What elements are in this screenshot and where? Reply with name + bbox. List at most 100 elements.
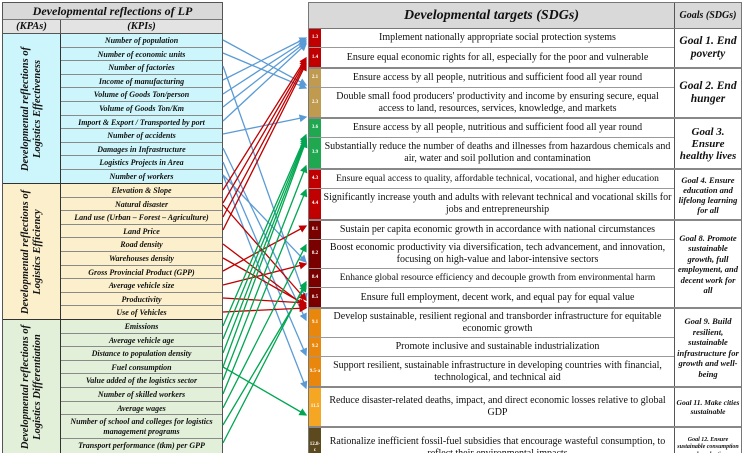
kpi-item: Transport performance (tkm) per GPP [78,441,205,451]
goal-label: Goal 12. Ensure sustainable consumption … [677,436,739,453]
target-code: 8.4 [309,269,321,287]
target-code: 9.5-a [309,357,321,386]
target-row: 8.4 Enhance global resource efficiency a… [309,269,674,288]
goal-label: Goal 2. End hunger [679,80,737,105]
kpi-item: Average vehicle age [61,334,222,348]
kpi-item: Value added of the logistics sector [61,374,222,388]
target-text: Ensure equal economic rights for all, es… [346,51,649,63]
target-text: Promote inclusive and sustainable indust… [395,341,600,352]
target-text: Double small food producers' productivit… [336,90,659,114]
goal-block-3: 3.6 Ensure access by all people, nutriti… [309,119,741,170]
kpi-header: (KPIs) [127,21,156,32]
kpi-item: Average vehicle size [61,279,222,293]
target-text: Ensure access by all people, nutritious … [352,72,643,83]
target-code: 8.1 [309,221,321,239]
kpi-item: Volume of Goods Ton/Km [61,102,222,116]
kpi-item: Income of manufacturing [61,75,222,89]
target-row: 9.2 Promote inclusive and sustainable in… [309,338,674,357]
target-text: Rationalize inefficient fossil-fuel subs… [329,436,666,453]
target-code: 4.4 [309,189,321,219]
target-row: 1.3 Implement nationally appropriate soc… [309,29,674,48]
target-text: Ensure full employment, decent work, and… [360,291,635,303]
kpi-item: Number of economic units [61,48,222,62]
goal-block-11: 11.5 Reduce disaster-related deaths, imp… [309,388,741,428]
kpi-item: Natural disaster [61,198,222,212]
kpi-table: Developmental reflections of LP (KPAs) (… [2,2,223,453]
kpi-item: Number of school and colleges for logist… [61,415,222,440]
kpi-item: Import & Export / Transported by port [61,116,222,130]
kpi-item: Number of skilled workers [61,388,222,402]
target-text: Reduce disaster-related deaths, impact, … [329,395,666,418]
target-text: Support resilient, sustainable infrastru… [333,359,662,383]
differentiation-connectors [222,133,308,444]
goal-label: Goal 1. End poverty [679,35,737,60]
target-text: Develop sustainable, resilient regional … [333,311,662,334]
kpi-item: Road density [61,238,222,252]
kpa-differentiation: Developmental reflections of Logistics D… [3,320,61,453]
target-text: Significantly increase youth and adults … [323,192,672,215]
kpi-item: Damages in Infrastructure [61,143,222,157]
group-effectiveness: Developmental reflections of Logistics E… [3,34,222,184]
target-text: Enhance global resource efficiency and d… [339,273,656,283]
kpa-label: Developmental reflections of Logistics E… [19,189,43,314]
goal-label: Goal 11. Make cities sustainable [676,398,740,416]
target-row: 9.5-a Support resilient, sustainable inf… [309,357,674,386]
target-row: 3.9 Substantially reduce the number of d… [309,138,674,168]
kpi-item: Average wages [61,402,222,416]
target-code: 2.1 [309,69,321,87]
target-code: 8.5 [309,288,321,307]
group-differentiation: Developmental reflections of Logistics D… [3,320,222,453]
goal-label: Goal 9. Build resilient, sustainable inf… [677,316,739,379]
kpi-item: Distance to population density [61,347,222,361]
targets-title: Developmental targets (SDGs) [309,3,675,28]
kpa-efficiency: Developmental reflections of Logistics E… [3,184,61,319]
target-code: 3.6 [309,119,321,137]
kpi-item: Volume of Goods Ton/person [61,88,222,102]
kpi-item: Land use (Urban – Forest – Agriculture) [61,211,222,225]
target-row: 4.3 Ensure equal access to quality, affo… [309,170,674,189]
target-row: 2.1 Ensure access by all people, nutriti… [309,69,674,88]
kpi-item: Fuel consumption [61,361,222,375]
target-code: 11.5 [309,388,321,426]
target-row: 12.8-c Rationalize inefficient fossil-fu… [309,428,674,453]
target-row: 11.5 Reduce disaster-related deaths, imp… [309,388,674,426]
kpi-item: Productivity [61,293,222,307]
goals-title: Goals (SDGs) [679,10,737,21]
target-text: Ensure access by all people, nutritious … [352,122,643,133]
target-row: 1.4 Ensure equal economic rights for all… [309,48,674,67]
target-row: 3.6 Ensure access by all people, nutriti… [309,119,674,138]
kpa-label: Developmental reflections of Logistics D… [19,324,43,449]
target-code: 1.3 [309,29,321,47]
goal-label: Goal 3. Ensure healthy lives [679,125,737,162]
group-efficiency: Developmental reflections of Logistics E… [3,184,222,320]
kpa-header: (KPAs) [3,20,61,33]
left-title: Developmental reflections of LP [3,3,222,20]
goal-label: Goal 4. Ensure education and lifelong le… [678,174,738,215]
goal-block-9: 9.1 Develop sustainable, resilient regio… [309,309,741,388]
target-code: 1.4 [309,48,321,67]
kpi-item: Warehouses density [61,252,222,266]
kpi-item: Logistics Projects in Area [61,156,222,170]
kpi-item: Number of population [61,34,222,48]
target-code: 3.9 [309,138,321,168]
goal-block-2: 2.1 Ensure access by all people, nutriti… [309,69,741,119]
target-text: Boost economic productivity via diversif… [329,242,666,265]
goal-block-12: 12.8-c Rationalize inefficient fossil-fu… [309,428,741,453]
target-row: 8.2 Boost economic productivity via dive… [309,240,674,269]
target-code: 2.3 [309,88,321,117]
target-code: 9.2 [309,338,321,356]
kpi-item: Elevation & Slope [61,184,222,198]
kpi-item: Land Price [61,225,222,239]
kpi-item: Number of workers [109,171,174,181]
sdg-table: Developmental targets (SDGs) Goals (SDGs… [308,2,742,453]
kpa-effectiveness: Developmental reflections of Logistics E… [3,34,61,183]
target-row: 9.1 Develop sustainable, resilient regio… [309,309,674,338]
efficiency-connectors [222,56,308,313]
sdg-header: Developmental targets (SDGs) Goals (SDGs… [309,3,741,29]
target-text: Ensure equal access to quality, affordab… [336,174,659,184]
kpi-item: Number of factories [61,61,222,75]
left-subheader: (KPAs) (KPIs) [3,20,222,34]
kpi-item: Use of Vehicles [116,308,167,318]
kpa-label: Developmental reflections of Logistics E… [19,46,43,171]
goal-label: Goal 8. Promote sustainable growth, full… [678,232,738,296]
